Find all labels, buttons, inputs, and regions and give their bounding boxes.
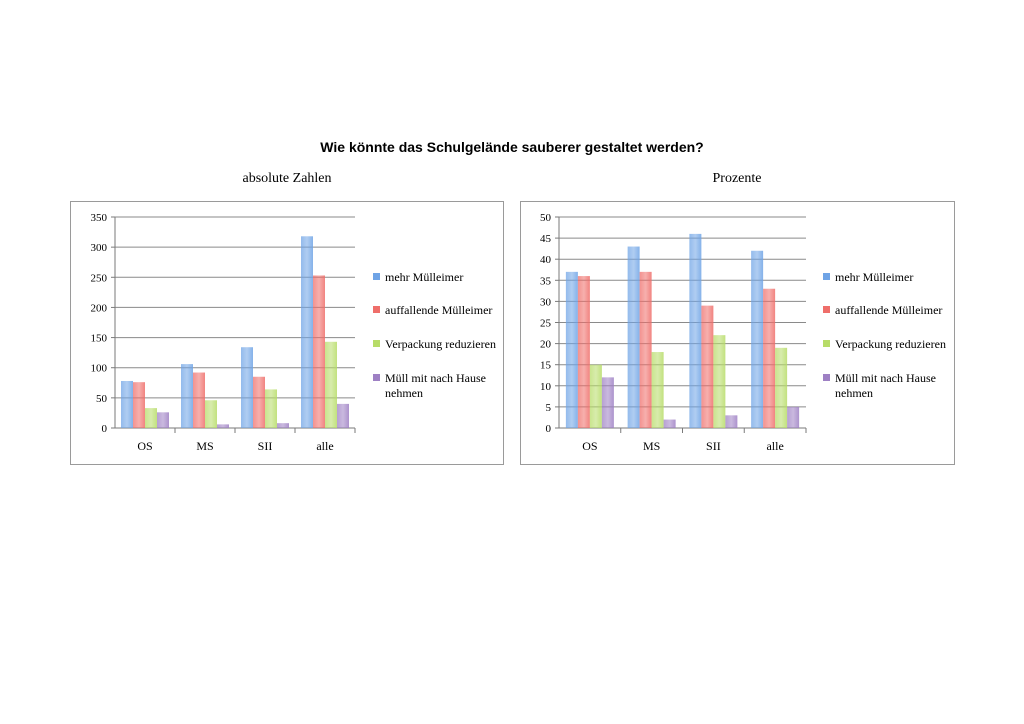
bar-verpackung-reduzieren-alle: [325, 341, 337, 428]
chart-percent: 0 5 10 15 20 25 30 35 40 45 50 OS MS SII alle mehr Müll…: [520, 201, 955, 465]
legend-swatch-mehr-muelleimer: [373, 273, 380, 280]
legend-swatch-auffallende-muelleimer: [373, 306, 380, 313]
legend-label-verpackung-reduzieren: Verpackung reduzieren: [385, 337, 496, 351]
y-tick-label: 45: [540, 233, 552, 245]
y-tick-label: 15: [540, 360, 552, 372]
legend-label-auffallende-muelleimer: auffallende Mülleimer: [835, 303, 942, 317]
bar-auffallende-muelleimer-ms: [193, 372, 205, 428]
bar-muell-nach-hause-alle: [337, 403, 349, 428]
y-tick-label: 10: [540, 381, 552, 393]
y-tick-label: 100: [91, 363, 108, 375]
bar-mehr-muelleimer-ms: [181, 364, 193, 428]
legend-swatch-verpackung-reduzieren: [823, 340, 830, 347]
y-tick-label: 350: [91, 212, 108, 224]
legend-label-mehr-muelleimer: mehr Mülleimer: [835, 270, 913, 284]
bar-mehr-muelleimer-alle: [751, 250, 764, 428]
chart-absolute-svg: 0 50 100 150 200 250 300 350 OS MS SII alle mehr Mül…: [91, 212, 496, 453]
x-tick-label: alle: [766, 439, 783, 453]
x-tick-label: alle: [316, 439, 333, 453]
bar-muell-nach-hause-sii: [725, 415, 738, 428]
y-tick-label: 35: [540, 275, 552, 287]
bar-muell-nach-hause-os: [601, 377, 614, 428]
x-tick-label: OS: [137, 439, 152, 453]
y-tick-label: 150: [91, 333, 108, 345]
y-tick-label: 30: [540, 296, 552, 308]
y-tick-label: 300: [91, 242, 108, 254]
bar-mehr-muelleimer-os: [121, 380, 133, 428]
legend-swatch-mehr-muelleimer: [823, 273, 830, 280]
legend-label-auffallende-muelleimer: auffallende Mülleimer: [385, 303, 492, 317]
bar-mehr-muelleimer-sii: [241, 347, 253, 428]
chart-title-absolute: absolute Zahlen: [242, 171, 332, 186]
x-tick-label: MS: [643, 439, 660, 453]
bar-verpackung-reduzieren-os: [145, 408, 157, 428]
y-tick-label: 0: [102, 423, 108, 435]
bar-auffallende-muelleimer-ms: [639, 271, 652, 428]
bar-mehr-muelleimer-alle: [301, 236, 313, 428]
y-tick-label: 40: [540, 254, 552, 266]
bar-mehr-muelleimer-os: [565, 271, 578, 428]
bar-verpackung-reduzieren-os: [589, 364, 602, 428]
y-tick-label: 20: [540, 339, 552, 351]
y-tick-label: 200: [91, 302, 108, 314]
y-tick-label: 25: [540, 318, 552, 330]
bar-mehr-muelleimer-ms: [627, 246, 640, 428]
x-tick-label: SII: [258, 439, 273, 453]
bar-auffallende-muelleimer-os: [133, 382, 145, 428]
y-tick-label: 5: [546, 402, 552, 414]
main-title: Wie könnte das Schulgelände sauberer ges…: [320, 139, 704, 155]
bar-verpackung-reduzieren-sii: [265, 389, 277, 428]
bar-muell-nach-hause-alle: [787, 406, 800, 428]
bar-auffallende-muelleimer-alle: [313, 275, 325, 428]
bar-muell-nach-hause-os: [157, 412, 169, 428]
x-tick-label: OS: [582, 439, 597, 453]
y-tick-label: 50: [96, 393, 108, 405]
bar-verpackung-reduzieren-ms: [651, 352, 664, 428]
bar-mehr-muelleimer-sii: [689, 233, 702, 428]
legend-swatch-verpackung-reduzieren: [373, 340, 380, 347]
bar-muell-nach-hause-ms: [217, 424, 229, 428]
bar-muell-nach-hause-sii: [277, 423, 289, 428]
chart-absolute: 0 50 100 150 200 250 300 350 OS MS SII alle mehr Mül…: [70, 201, 504, 465]
bar-auffallende-muelleimer-os: [577, 276, 590, 428]
legend-swatch-muell-nach-hause: [823, 374, 830, 381]
bar-auffallende-muelleimer-sii: [253, 376, 265, 428]
legend-swatch-auffallende-muelleimer: [823, 306, 830, 313]
bar-auffallende-muelleimer-sii: [701, 305, 714, 428]
legend-label-muell-nach-hause: Müll mit nach Hause nehmen: [835, 371, 936, 400]
x-tick-label: MS: [196, 439, 213, 453]
x-tick-label: SII: [706, 439, 721, 453]
legend-label-mehr-muelleimer: mehr Mülleimer: [385, 270, 463, 284]
bar-verpackung-reduzieren-alle: [775, 347, 788, 428]
bar-auffallende-muelleimer-alle: [763, 288, 776, 428]
bar-verpackung-reduzieren-sii: [713, 335, 726, 428]
legend-swatch-muell-nach-hause: [373, 374, 380, 381]
y-tick-label: 0: [546, 423, 552, 435]
bar-verpackung-reduzieren-ms: [205, 400, 217, 428]
y-tick-label: 250: [91, 272, 108, 284]
legend-label-muell-nach-hause: Müll mit nach Hause nehmen: [385, 371, 486, 400]
bar-muell-nach-hause-ms: [663, 419, 676, 428]
y-tick-label: 50: [540, 212, 552, 224]
legend-label-verpackung-reduzieren: Verpackung reduzieren: [835, 337, 946, 351]
chart-title-percent: Prozente: [712, 171, 762, 186]
chart-percent-svg: 0 5 10 15 20 25 30 35 40 45 50 OS MS SII alle mehr Müll…: [540, 212, 946, 453]
